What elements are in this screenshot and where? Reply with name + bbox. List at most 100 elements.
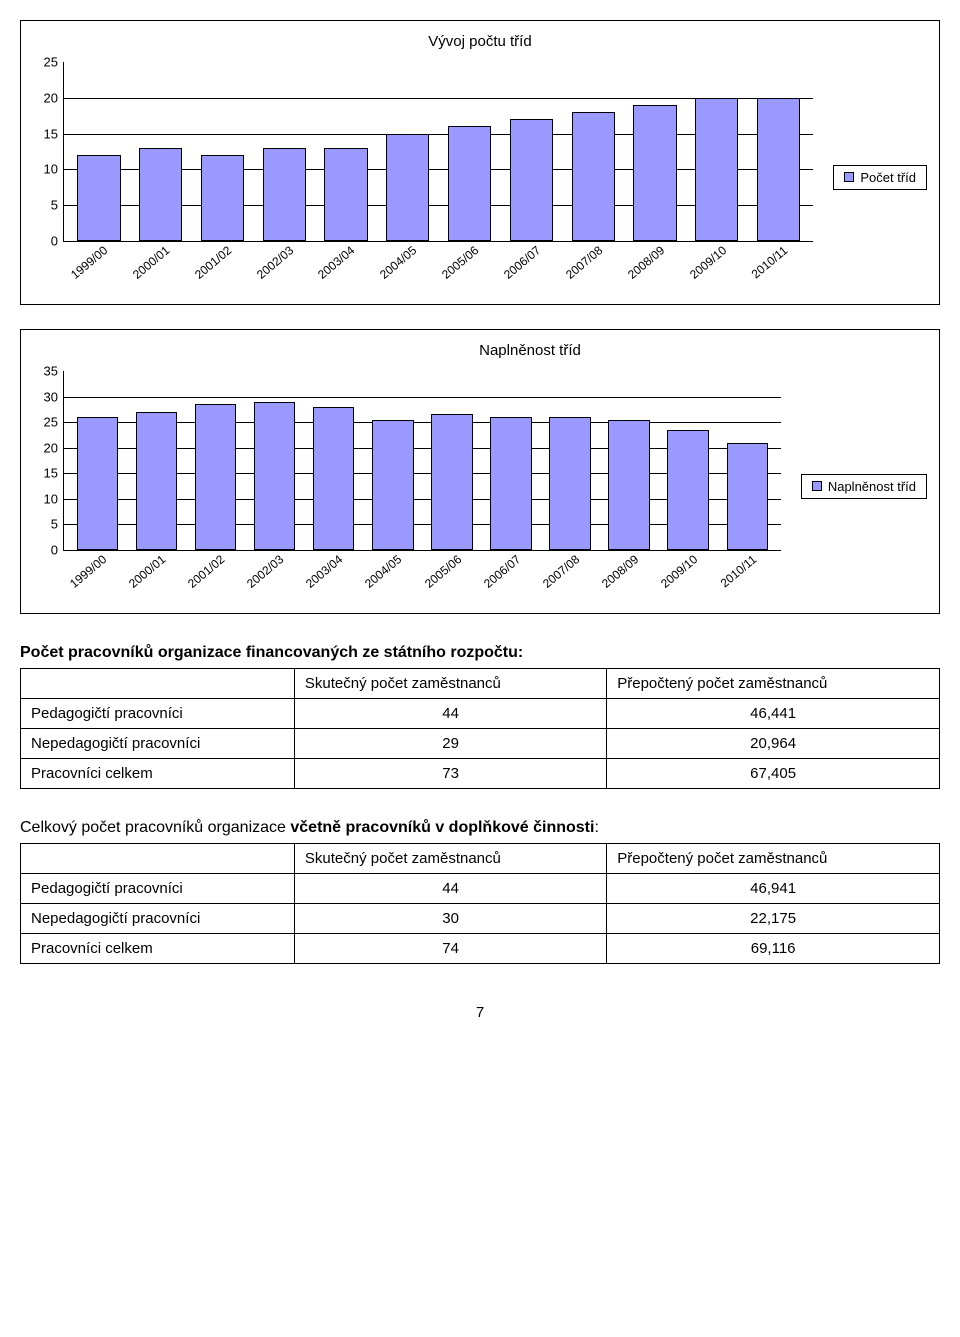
table-2: Skutečný počet zaměstnanců Přepočtený po… bbox=[20, 843, 940, 964]
bar bbox=[448, 126, 491, 241]
xlabel: 2002/03 bbox=[244, 552, 286, 591]
table-row: Pedagogičtí pracovníci4446,441 bbox=[21, 699, 940, 729]
table-row: Pedagogičtí pracovníci4446,941 bbox=[21, 874, 940, 904]
bar bbox=[695, 98, 738, 241]
table-2-col2: Přepočtený počet zaměstnanců bbox=[607, 844, 940, 874]
ytick: 15 bbox=[44, 126, 64, 141]
bar bbox=[263, 148, 306, 241]
table-2-header-row: Skutečný počet zaměstnanců Přepočtený po… bbox=[21, 844, 940, 874]
row-value-1: 73 bbox=[294, 759, 606, 789]
page-number: 7 bbox=[20, 1004, 940, 1021]
table-1-header-row: Skutečný počet zaměstnanců Přepočtený po… bbox=[21, 669, 940, 699]
row-label: Nepedagogičtí pracovníci bbox=[21, 729, 295, 759]
table-row: Pracovníci celkem7469,116 bbox=[21, 934, 940, 964]
xlabel: 1999/00 bbox=[67, 552, 109, 591]
ytick: 5 bbox=[51, 198, 64, 213]
table-1-col1: Skutečný počet zaměstnanců bbox=[294, 669, 606, 699]
table-1-col0 bbox=[21, 669, 295, 699]
xlabel: 2010/11 bbox=[749, 243, 791, 281]
xlabel: 2001/02 bbox=[185, 552, 227, 591]
xlabel: 2007/08 bbox=[563, 243, 605, 282]
chart-2-legend-label: Naplněnost tříd bbox=[828, 479, 916, 494]
row-value-2: 69,116 bbox=[607, 934, 940, 964]
section-2-heading: Celkový počet pracovníků organizace včet… bbox=[20, 819, 940, 837]
row-value-2: 22,175 bbox=[607, 904, 940, 934]
ytick: 30 bbox=[44, 389, 64, 404]
ytick: 0 bbox=[51, 543, 64, 558]
xlabel: 2008/09 bbox=[599, 552, 641, 591]
ytick: 10 bbox=[44, 162, 64, 177]
xlabel: 2003/04 bbox=[303, 552, 345, 591]
xlabel: 2004/05 bbox=[377, 243, 419, 282]
row-value-1: 30 bbox=[294, 904, 606, 934]
xlabel: 2002/03 bbox=[254, 243, 296, 282]
xlabel: 2008/09 bbox=[625, 243, 667, 282]
bar bbox=[201, 155, 244, 241]
xlabel: 2004/05 bbox=[362, 552, 404, 591]
chart-2-legend-swatch bbox=[812, 481, 822, 491]
xlabel: 2010/11 bbox=[718, 552, 760, 590]
row-value-2: 67,405 bbox=[607, 759, 940, 789]
ytick: 10 bbox=[44, 491, 64, 506]
bar bbox=[510, 119, 553, 241]
bar bbox=[608, 420, 649, 550]
xlabel: 2006/07 bbox=[481, 552, 523, 591]
ytick: 20 bbox=[44, 90, 64, 105]
ytick: 25 bbox=[44, 415, 64, 430]
ytick: 25 bbox=[44, 55, 64, 70]
chart-1-legend: Počet tříd bbox=[833, 165, 927, 190]
xlabel: 2003/04 bbox=[315, 243, 357, 282]
xlabel: 2007/08 bbox=[540, 552, 582, 591]
bar bbox=[386, 134, 429, 241]
chart-1-xlabels: 1999/002000/012001/022002/032003/042004/… bbox=[63, 242, 813, 292]
table-2-col1: Skutečný počet zaměstnanců bbox=[294, 844, 606, 874]
xlabel: 1999/00 bbox=[68, 243, 110, 282]
section-2-heading-bold: včetně pracovníků v doplňkové činnosti bbox=[290, 819, 594, 836]
table-row: Nepedagogičtí pracovníci3022,175 bbox=[21, 904, 940, 934]
row-value-1: 44 bbox=[294, 874, 606, 904]
ytick: 5 bbox=[51, 517, 64, 532]
chart-1-title: Vývoj počtu tříd bbox=[33, 33, 927, 50]
row-value-2: 20,964 bbox=[607, 729, 940, 759]
row-value-1: 29 bbox=[294, 729, 606, 759]
table-1-col2: Přepočtený počet zaměstnanců bbox=[607, 669, 940, 699]
chart-2: Naplněnost tříd 05101520253035 1999/00 20… bbox=[20, 329, 940, 614]
section-1-heading: Počet pracovníků organizace financovanýc… bbox=[20, 644, 940, 662]
chart-1-legend-swatch bbox=[844, 172, 854, 182]
xlabel: 2006/07 bbox=[501, 243, 543, 282]
bar bbox=[77, 155, 120, 241]
chart-2-plot: 05101520253035 bbox=[63, 371, 781, 551]
xlabel: 2000/01 bbox=[130, 243, 172, 282]
row-value-2: 46,441 bbox=[607, 699, 940, 729]
bar bbox=[549, 417, 590, 550]
xlabel: 2005/06 bbox=[439, 243, 481, 282]
chart-1-legend-label: Počet tříd bbox=[860, 170, 916, 185]
xlabel: 2009/10 bbox=[658, 552, 700, 591]
bar bbox=[490, 417, 531, 550]
row-label: Nepedagogičtí pracovníci bbox=[21, 904, 295, 934]
chart-2-legend: Naplněnost tříd bbox=[801, 474, 927, 499]
bar bbox=[667, 430, 708, 550]
ytick: 20 bbox=[44, 440, 64, 455]
row-label: Pedagogičtí pracovníci bbox=[21, 699, 295, 729]
section-2-heading-suffix: : bbox=[594, 819, 598, 836]
row-value-2: 46,941 bbox=[607, 874, 940, 904]
bar bbox=[195, 404, 236, 550]
bar bbox=[572, 112, 615, 241]
ytick: 35 bbox=[44, 364, 64, 379]
table-row: Pracovníci celkem7367,405 bbox=[21, 759, 940, 789]
ytick: 0 bbox=[51, 234, 64, 249]
chart-2-xlabels: 1999/002000/012001/022002/032003/042004/… bbox=[63, 551, 781, 601]
row-value-1: 44 bbox=[294, 699, 606, 729]
bar bbox=[633, 105, 676, 241]
bar bbox=[254, 402, 295, 550]
bar bbox=[324, 148, 367, 241]
bar bbox=[77, 417, 118, 550]
row-label: Pedagogičtí pracovníci bbox=[21, 874, 295, 904]
bar bbox=[139, 148, 182, 241]
chart-2-title: Naplněnost tříd bbox=[133, 342, 927, 359]
chart-1: Vývoj počtu tříd 0 5 10 15 20 25 1999/00 2000/… bbox=[20, 20, 940, 305]
bar bbox=[757, 98, 800, 241]
row-value-1: 74 bbox=[294, 934, 606, 964]
table-row: Nepedagogičtí pracovníci2920,964 bbox=[21, 729, 940, 759]
